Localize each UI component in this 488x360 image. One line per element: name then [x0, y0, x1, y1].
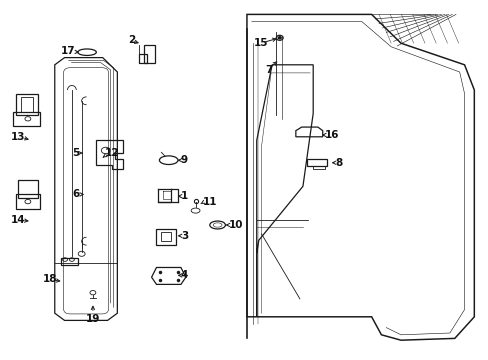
Circle shape [278, 37, 281, 39]
Text: 19: 19 [85, 314, 100, 324]
Text: 7: 7 [265, 65, 272, 75]
Text: 8: 8 [334, 158, 342, 168]
Text: 14: 14 [11, 215, 25, 225]
Bar [20, 97, 33, 112]
Text: 13: 13 [11, 132, 25, 142]
Bar [144, 45, 155, 63]
Bar [13, 112, 40, 126]
Bar [16, 94, 38, 115]
Bar [156, 229, 176, 245]
Text: 12: 12 [105, 148, 120, 158]
Text: 1: 1 [181, 191, 188, 201]
Text: 5: 5 [72, 148, 80, 158]
Bar [139, 54, 146, 63]
Text: 11: 11 [203, 197, 217, 207]
Text: 4: 4 [181, 270, 188, 280]
Bar [306, 159, 326, 166]
Text: 9: 9 [181, 155, 188, 165]
Text: 16: 16 [325, 130, 339, 140]
Text: 18: 18 [42, 274, 57, 284]
Bar [16, 194, 40, 209]
Bar [61, 258, 78, 265]
Text: 6: 6 [72, 189, 80, 199]
Text: 3: 3 [181, 231, 188, 241]
Text: 10: 10 [228, 220, 243, 230]
Text: 15: 15 [254, 38, 268, 48]
Text: 2: 2 [128, 35, 135, 45]
Text: 17: 17 [61, 46, 76, 56]
Bar [18, 180, 38, 198]
Bar [161, 232, 171, 241]
